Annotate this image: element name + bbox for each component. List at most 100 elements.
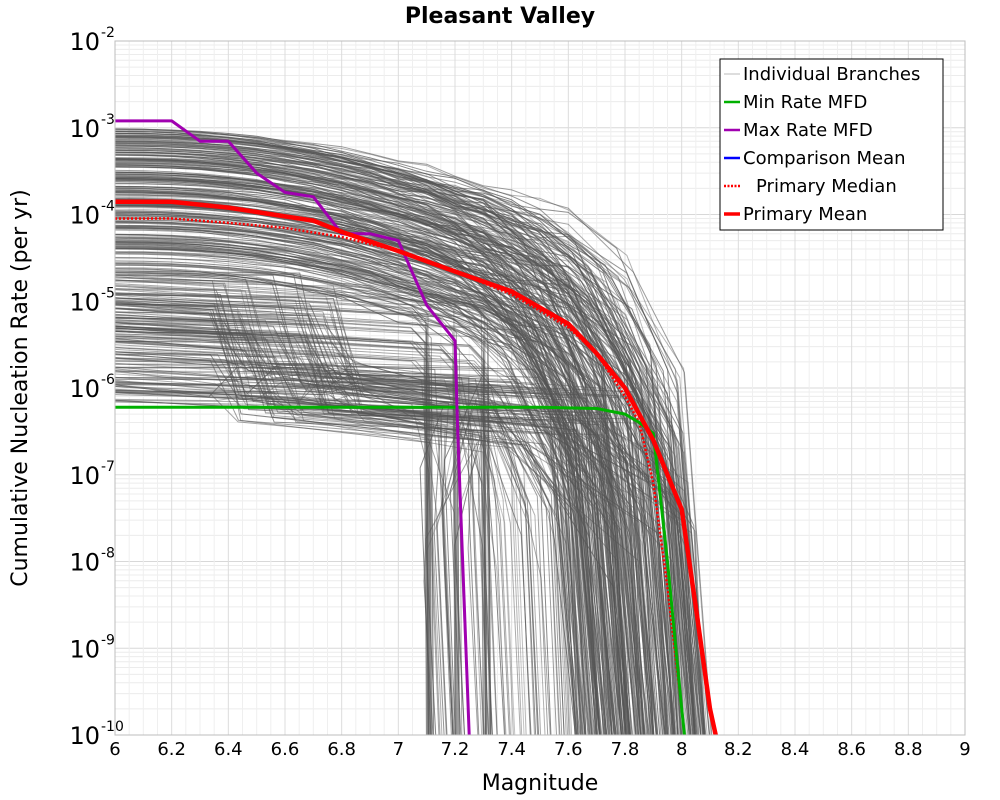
branch-line (115, 340, 563, 735)
chart-title: Pleasant Valley (405, 4, 595, 29)
branch-line (115, 395, 542, 735)
y-tick-exponent: -7 (101, 459, 115, 475)
branch-line (115, 351, 667, 735)
y-tick-label: 10 -2 (69, 25, 115, 56)
branch-line (115, 336, 525, 735)
branch-line (115, 142, 641, 735)
branch-line (115, 221, 618, 735)
legend-label: Primary Mean (743, 204, 867, 225)
branch-line (115, 347, 445, 735)
branch-line (115, 264, 675, 735)
series-primary-mean (115, 199, 718, 735)
branch-line (115, 160, 695, 735)
branch-line (115, 171, 615, 735)
branch-line (115, 363, 523, 735)
plot-frame (114, 40, 966, 736)
legend-item: Max Rate MFD (724, 120, 873, 141)
legend-box (719, 58, 944, 231)
branch-line (115, 366, 604, 735)
branch-line (115, 128, 629, 735)
branch-line (115, 284, 491, 735)
branch-line (115, 360, 642, 735)
y-tick-exponent: -3 (101, 112, 115, 128)
series-lines (115, 119, 718, 735)
branch-line (115, 253, 692, 735)
branch-line (115, 139, 627, 735)
branch-line (115, 158, 630, 735)
branch-line (115, 240, 676, 735)
y-tick-base: 10 (69, 115, 100, 143)
branch-line (115, 229, 658, 735)
branch-line (115, 166, 676, 735)
y-tick-base: 10 (69, 635, 100, 663)
branch-line (115, 378, 498, 735)
x-tick-label: 7.2 (441, 739, 470, 760)
branch-line (115, 131, 706, 735)
y-tick-base: 10 (69, 28, 100, 56)
branch-line (115, 373, 679, 735)
branch-line (115, 381, 667, 735)
branch-line (115, 130, 713, 735)
branch-line (115, 272, 539, 735)
branch-line (115, 370, 573, 735)
branch-line (115, 177, 636, 735)
branch-line (115, 136, 630, 735)
branch-line (115, 264, 649, 735)
x-tick-label: 7.8 (611, 739, 640, 760)
branch-line (115, 227, 617, 735)
branch-line (115, 138, 654, 735)
x-tick-label: 6.6 (271, 739, 300, 760)
y-tick-base: 10 (69, 549, 100, 577)
branch-line (115, 276, 569, 735)
branch-line (115, 297, 456, 735)
branch-line (115, 327, 662, 735)
branch-line (115, 181, 586, 735)
legend-label: Primary Median (756, 176, 897, 197)
branch-line (115, 294, 628, 735)
branch-line (115, 240, 704, 735)
branch-line (115, 214, 694, 735)
branch-line (115, 175, 673, 735)
branch-line (115, 216, 634, 735)
branch-line (115, 371, 484, 735)
legend-item: Min Rate MFD (724, 92, 867, 113)
y-tick-exponent: -4 (101, 199, 115, 215)
branch-line (115, 134, 631, 735)
branch-line (115, 157, 697, 735)
branch-line (115, 253, 612, 735)
branch-line (115, 193, 676, 735)
branch-line (115, 339, 700, 735)
branch-line (115, 145, 623, 735)
y-tick-label: 10 -9 (69, 632, 115, 663)
x-tick-label: 8.6 (837, 739, 866, 760)
branch-line (115, 159, 601, 735)
branch-line (115, 321, 430, 735)
branch-line (115, 276, 474, 735)
branch-line (115, 271, 702, 735)
individual-branches (115, 128, 713, 735)
branch-line (115, 341, 433, 735)
y-tick-base: 10 (69, 375, 100, 403)
branch-line (115, 243, 616, 735)
branch-line (115, 303, 435, 735)
y-tick-base: 10 (69, 722, 100, 750)
y-tick-exponent: -9 (101, 632, 115, 648)
legend-label: Comparison Mean (743, 148, 906, 169)
legend-item: Individual Branches (724, 64, 920, 85)
x-tick-label: 6.4 (214, 739, 243, 760)
branch-line (115, 211, 695, 735)
branch-line (115, 330, 460, 735)
branch-line (115, 351, 696, 735)
branch-line (115, 171, 637, 735)
x-tick-label: 6 (109, 739, 120, 760)
branch-line (115, 325, 488, 735)
branch-line (115, 314, 463, 735)
y-axis-label: Cumulative Nucleation Rate (per yr) (8, 189, 33, 587)
branch-line (115, 370, 620, 735)
legend-label: Min Rate MFD (743, 92, 867, 113)
legend-item: Primary Median (724, 176, 897, 197)
legend-label: Max Rate MFD (743, 120, 873, 141)
axes: 6 6.2 6.4 6.6 6.8 7 7.2 7.4 7.6 7.8 8 8.2 8.4 8.6 8.8 9… (69, 25, 970, 760)
